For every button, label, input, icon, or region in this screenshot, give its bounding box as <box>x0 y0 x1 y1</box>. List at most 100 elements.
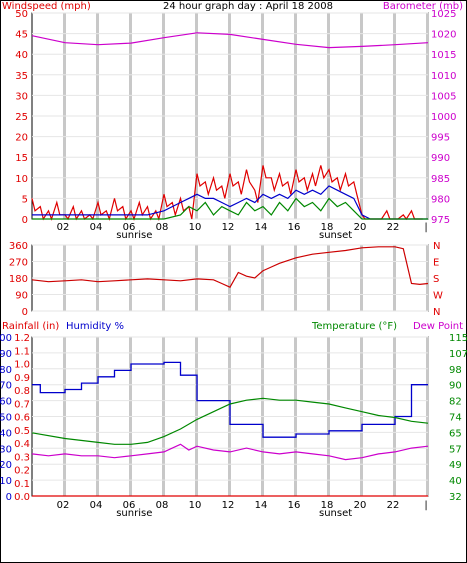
temperature-tick-label: 65 <box>449 428 462 439</box>
windspeed-tick-label: 0 <box>22 215 28 226</box>
windspeed-tick-label: 10 <box>15 174 28 185</box>
x-tick-label: 12 <box>222 222 235 233</box>
rainfall-tick-label: 1.2 <box>14 333 30 344</box>
temperature-tick-label: 82 <box>449 397 462 408</box>
rainfall-tick-label: 0.7 <box>14 399 30 410</box>
x-tick-label: 04 <box>90 500 103 511</box>
direction-series <box>31 246 429 288</box>
chart-title: 24 hour graph day : April 18 2008 <box>163 1 333 12</box>
temperature-series <box>31 397 429 445</box>
barometer-tick-label: 1010 <box>431 71 456 82</box>
compass-tick-label: S <box>433 274 439 285</box>
windspeed_green-series <box>32 197 428 220</box>
humidity-tick-label: 10 <box>0 476 12 487</box>
rainfall-tick-label: 0.9 <box>14 373 30 384</box>
rainfall-tick-label: 0.5 <box>14 426 30 437</box>
x-tick-label: 20 <box>354 500 367 511</box>
compass-tick-label: E <box>433 258 439 269</box>
x-tick-label: 06 <box>123 500 136 511</box>
barometer-tick-label: 1000 <box>431 112 456 123</box>
rainfall-tick-label: 0.0 <box>14 492 30 503</box>
x-tick-label: 14 <box>255 222 268 233</box>
rainfall-tick-label: 0.3 <box>14 452 30 463</box>
x-tick-label: 10 <box>189 500 202 511</box>
humidity-tick-label: 90 <box>0 349 12 360</box>
x-tick-label: 06 <box>123 222 136 233</box>
x-tick-label: 18 <box>321 500 334 511</box>
temperature-axis-label: Temperature (°F) <box>311 321 397 332</box>
barometer-series <box>31 32 429 49</box>
sunrise-label: sunrise <box>116 230 152 241</box>
x-tick-label: 20 <box>354 222 367 233</box>
temperature-tick-label: 107 <box>449 349 467 360</box>
windspeed-tick-label: 35 <box>15 71 28 82</box>
windspeed-tick-label: 50 <box>15 9 28 20</box>
x-tick-label: 18 <box>321 222 334 233</box>
rainfall-tick-label: 0.8 <box>14 386 30 397</box>
barometer-tick-label: 995 <box>431 133 450 144</box>
x-tick-label: 08 <box>156 222 169 233</box>
barometer-tick-label: 985 <box>431 174 450 185</box>
temperature-tick-label: 74 <box>449 413 462 424</box>
x-tick-label: 22 <box>387 222 400 233</box>
humidity-temperature-panel: 0 10 20 30 40 50 60 70 80 90 100 0.0 0.1 0.2 0.3 0.4 0.5… <box>0 333 467 519</box>
temperature-tick-label: 57 <box>449 444 462 455</box>
humidity-tick-label: 60 <box>0 397 12 408</box>
rainfall-tick-label: 0.1 <box>14 479 30 490</box>
barometer-tick-label: 980 <box>431 194 450 205</box>
windspeed-axis-label: Windspeed (mph) <box>2 1 91 12</box>
humidity-tick-label: 80 <box>0 365 12 376</box>
x-tick-label: 04 <box>90 222 103 233</box>
direction-tick-label: 90 <box>15 291 28 302</box>
humidity-tick-label: 20 <box>0 460 12 471</box>
dewpoint-series <box>31 443 429 461</box>
humidity-axis-label: Humidity % <box>66 321 124 332</box>
wind-barometer-panel: 0510152025303540455097598098599099510001… <box>15 9 456 241</box>
temperature-tick-label: 90 <box>449 381 462 392</box>
x-tick-label: 16 <box>288 222 301 233</box>
wind-direction-panel: 0 N 90 W 180 S 270 E 360 N <box>9 241 443 318</box>
humidity-tick-label: 40 <box>0 428 12 439</box>
sunset-label: sunset <box>319 230 352 241</box>
rainfall-tick-label: 1.0 <box>14 360 30 371</box>
temperature-tick-label: 40 <box>449 476 462 487</box>
windspeed-tick-label: 20 <box>15 133 28 144</box>
x-tick-label: 22 <box>387 500 400 511</box>
barometer-tick-label: 1005 <box>431 91 456 102</box>
windspeed-tick-label: 5 <box>22 194 28 205</box>
rainfall-tick-label: 1.1 <box>14 346 30 357</box>
barometer-tick-label: 975 <box>431 215 450 226</box>
windspeed-tick-label: 15 <box>15 153 28 164</box>
humidity-tick-label: 30 <box>0 444 12 455</box>
dewpoint-axis-label: Dew Point <box>413 321 463 332</box>
humidity-tick-label: 70 <box>0 381 12 392</box>
barometer-tick-label: 1015 <box>431 50 456 61</box>
windspeed-tick-label: 40 <box>15 50 28 61</box>
compass-tick-label: W <box>433 291 443 302</box>
barometer-axis-label: Barometer (mb) <box>383 1 463 12</box>
direction-tick-label: 0 <box>22 307 28 318</box>
x-tick-label: | <box>424 222 427 233</box>
x-tick-label: 02 <box>57 500 70 511</box>
temperature-tick-label: 49 <box>449 460 462 471</box>
barometer-tick-label: 1020 <box>431 30 456 41</box>
x-tick-label: 10 <box>189 222 202 233</box>
temperature-tick-label: 32 <box>449 492 462 503</box>
temperature-tick-label: 98 <box>449 365 462 376</box>
x-tick-label: 16 <box>288 500 301 511</box>
humidity-series <box>32 361 428 438</box>
humidity-tick-label: 0 <box>6 492 12 503</box>
x-tick-label: 08 <box>156 500 169 511</box>
x-tick-label: 14 <box>255 500 268 511</box>
rainfall-axis-label: Rainfall (in) <box>2 321 59 332</box>
windspeed-tick-label: 25 <box>15 112 28 123</box>
rainfall-tick-label: 0.2 <box>14 466 30 477</box>
direction-tick-label: 180 <box>9 274 28 285</box>
barometer-tick-label: 1025 <box>431 9 456 20</box>
windspeed-tick-label: 45 <box>15 30 28 41</box>
direction-tick-label: 270 <box>9 258 28 269</box>
windspeed-tick-label: 30 <box>15 91 28 102</box>
direction-tick-label: 360 <box>9 241 28 252</box>
x-tick-label: 12 <box>222 500 235 511</box>
